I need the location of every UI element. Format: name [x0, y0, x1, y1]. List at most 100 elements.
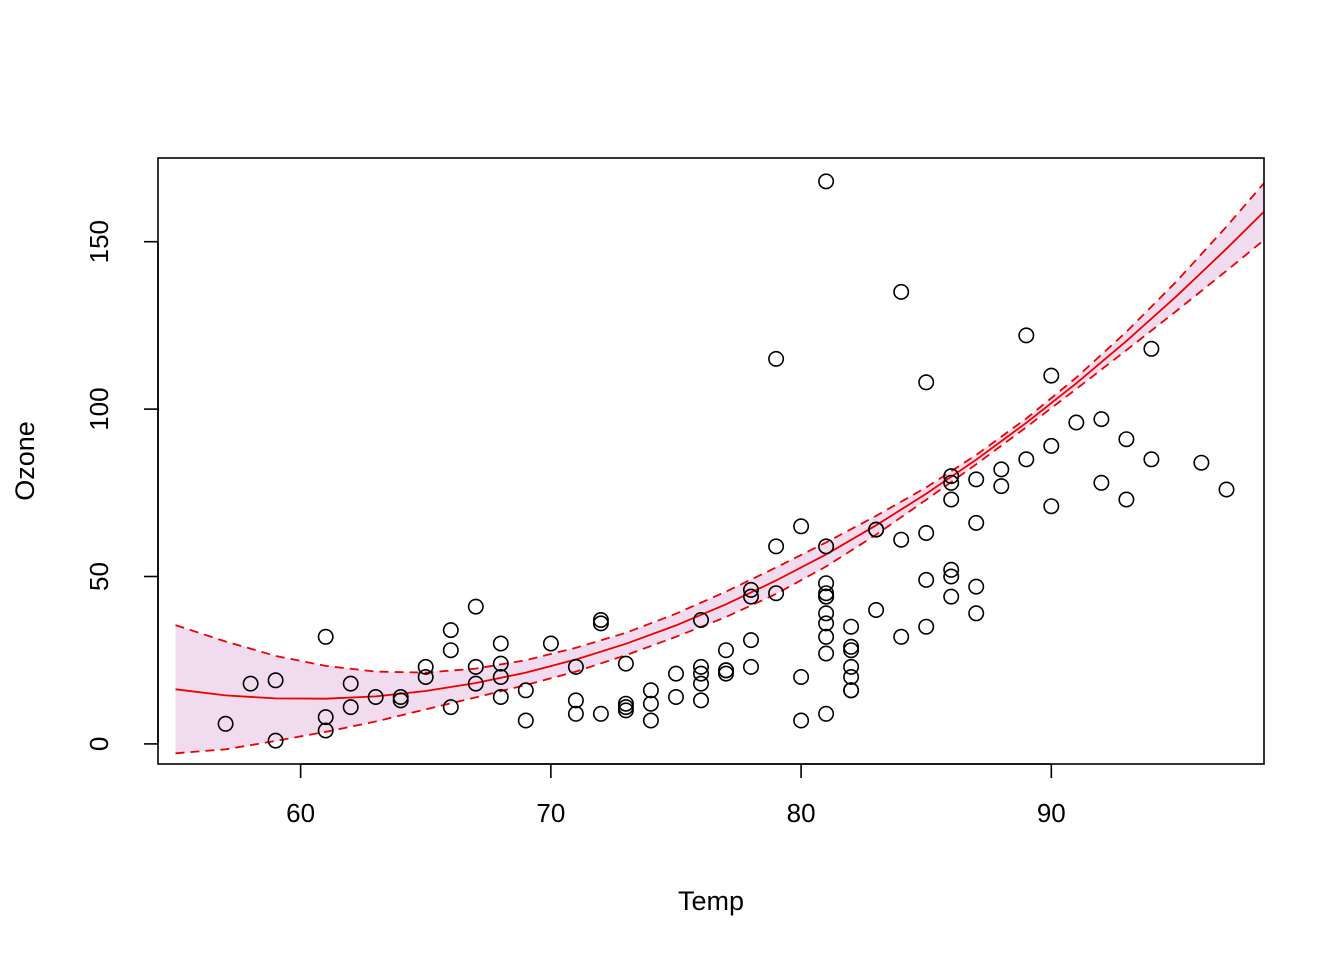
data-point: [417, 668, 434, 685]
data-point: [1068, 414, 1085, 431]
x-tick-label: 60: [286, 798, 315, 828]
data-point: [818, 628, 835, 645]
y-axis-label: Ozone: [10, 421, 40, 501]
data-point: [893, 628, 910, 645]
data-point: [1143, 340, 1160, 357]
x-tick-label: 90: [1037, 798, 1066, 828]
data-point: [868, 521, 885, 538]
data-point: [717, 665, 734, 682]
data-point: [968, 578, 985, 595]
data-point: [342, 699, 359, 716]
confidence-band-layer: [175, 183, 1264, 754]
data-point: [517, 682, 534, 699]
x-tick-label: 70: [536, 798, 565, 828]
data-point: [492, 668, 509, 685]
data-point: [868, 601, 885, 618]
data-point: [793, 712, 810, 729]
data-point: [993, 478, 1010, 495]
data-point: [818, 538, 835, 555]
data-point: [217, 715, 234, 732]
x-tick-label: 80: [787, 798, 816, 828]
y-tick-label: 50: [84, 562, 114, 591]
data-point: [943, 491, 960, 508]
data-point: [943, 561, 960, 578]
data-point: [267, 732, 284, 749]
data-point: [517, 712, 534, 729]
data-point: [918, 618, 935, 635]
data-point: [392, 692, 409, 709]
data-point: [968, 605, 985, 622]
data-point: [968, 514, 985, 531]
data-point: [617, 702, 634, 719]
data-point: [692, 611, 709, 628]
data-point: [667, 688, 684, 705]
data-point: [1043, 367, 1060, 384]
data-point: [818, 173, 835, 190]
data-point: [793, 668, 810, 685]
data-point: [317, 628, 334, 645]
data-point: [542, 635, 559, 652]
data-point: [442, 699, 459, 716]
data-point: [317, 722, 334, 739]
data-point: [617, 699, 634, 716]
data-point: [642, 712, 659, 729]
data-point: [567, 705, 584, 722]
confidence-band: [175, 183, 1264, 754]
data-points-layer: [217, 173, 1235, 749]
y-tick-label: 150: [84, 220, 114, 263]
data-point: [692, 692, 709, 709]
data-point: [818, 575, 835, 592]
data-point: [793, 518, 810, 535]
data-point: [592, 611, 609, 628]
data-point: [1018, 451, 1035, 468]
data-point: [567, 658, 584, 675]
data-point: [943, 568, 960, 585]
data-point: [742, 658, 759, 675]
data-point: [717, 662, 734, 679]
data-point: [943, 468, 960, 485]
data-point: [492, 688, 509, 705]
data-point: [893, 531, 910, 548]
data-point: [367, 688, 384, 705]
data-point: [492, 655, 509, 672]
data-point: [818, 588, 835, 605]
data-point: [1193, 454, 1210, 471]
data-point: [742, 581, 759, 598]
data-point: [1118, 431, 1135, 448]
y-tick-label: 0: [84, 737, 114, 751]
data-point: [918, 524, 935, 541]
data-point: [968, 471, 985, 488]
data-point: [717, 642, 734, 659]
data-point: [467, 658, 484, 675]
data-point: [768, 350, 785, 367]
data-point: [592, 615, 609, 632]
x-axis-label: Temp: [678, 886, 744, 916]
data-point: [818, 615, 835, 632]
data-point: [768, 585, 785, 602]
data-point: [442, 622, 459, 639]
data-point: [667, 665, 684, 682]
data-point: [893, 283, 910, 300]
data-point: [267, 672, 284, 689]
data-point: [768, 538, 785, 555]
data-point: [993, 461, 1010, 478]
data-point: [742, 588, 759, 605]
y-tick-label: 100: [84, 387, 114, 430]
data-point: [642, 682, 659, 699]
data-point: [467, 675, 484, 692]
data-point: [242, 675, 259, 692]
data-point: [843, 638, 860, 655]
data-point: [742, 632, 759, 649]
data-point: [1043, 437, 1060, 454]
data-point: [1118, 491, 1135, 508]
data-point: [918, 571, 935, 588]
data-point: [1218, 481, 1235, 498]
data-point: [843, 682, 860, 699]
data-point: [943, 588, 960, 605]
data-point: [417, 658, 434, 675]
data-point: [692, 658, 709, 675]
data-point: [943, 474, 960, 491]
data-point: [1018, 327, 1035, 344]
data-point: [692, 665, 709, 682]
